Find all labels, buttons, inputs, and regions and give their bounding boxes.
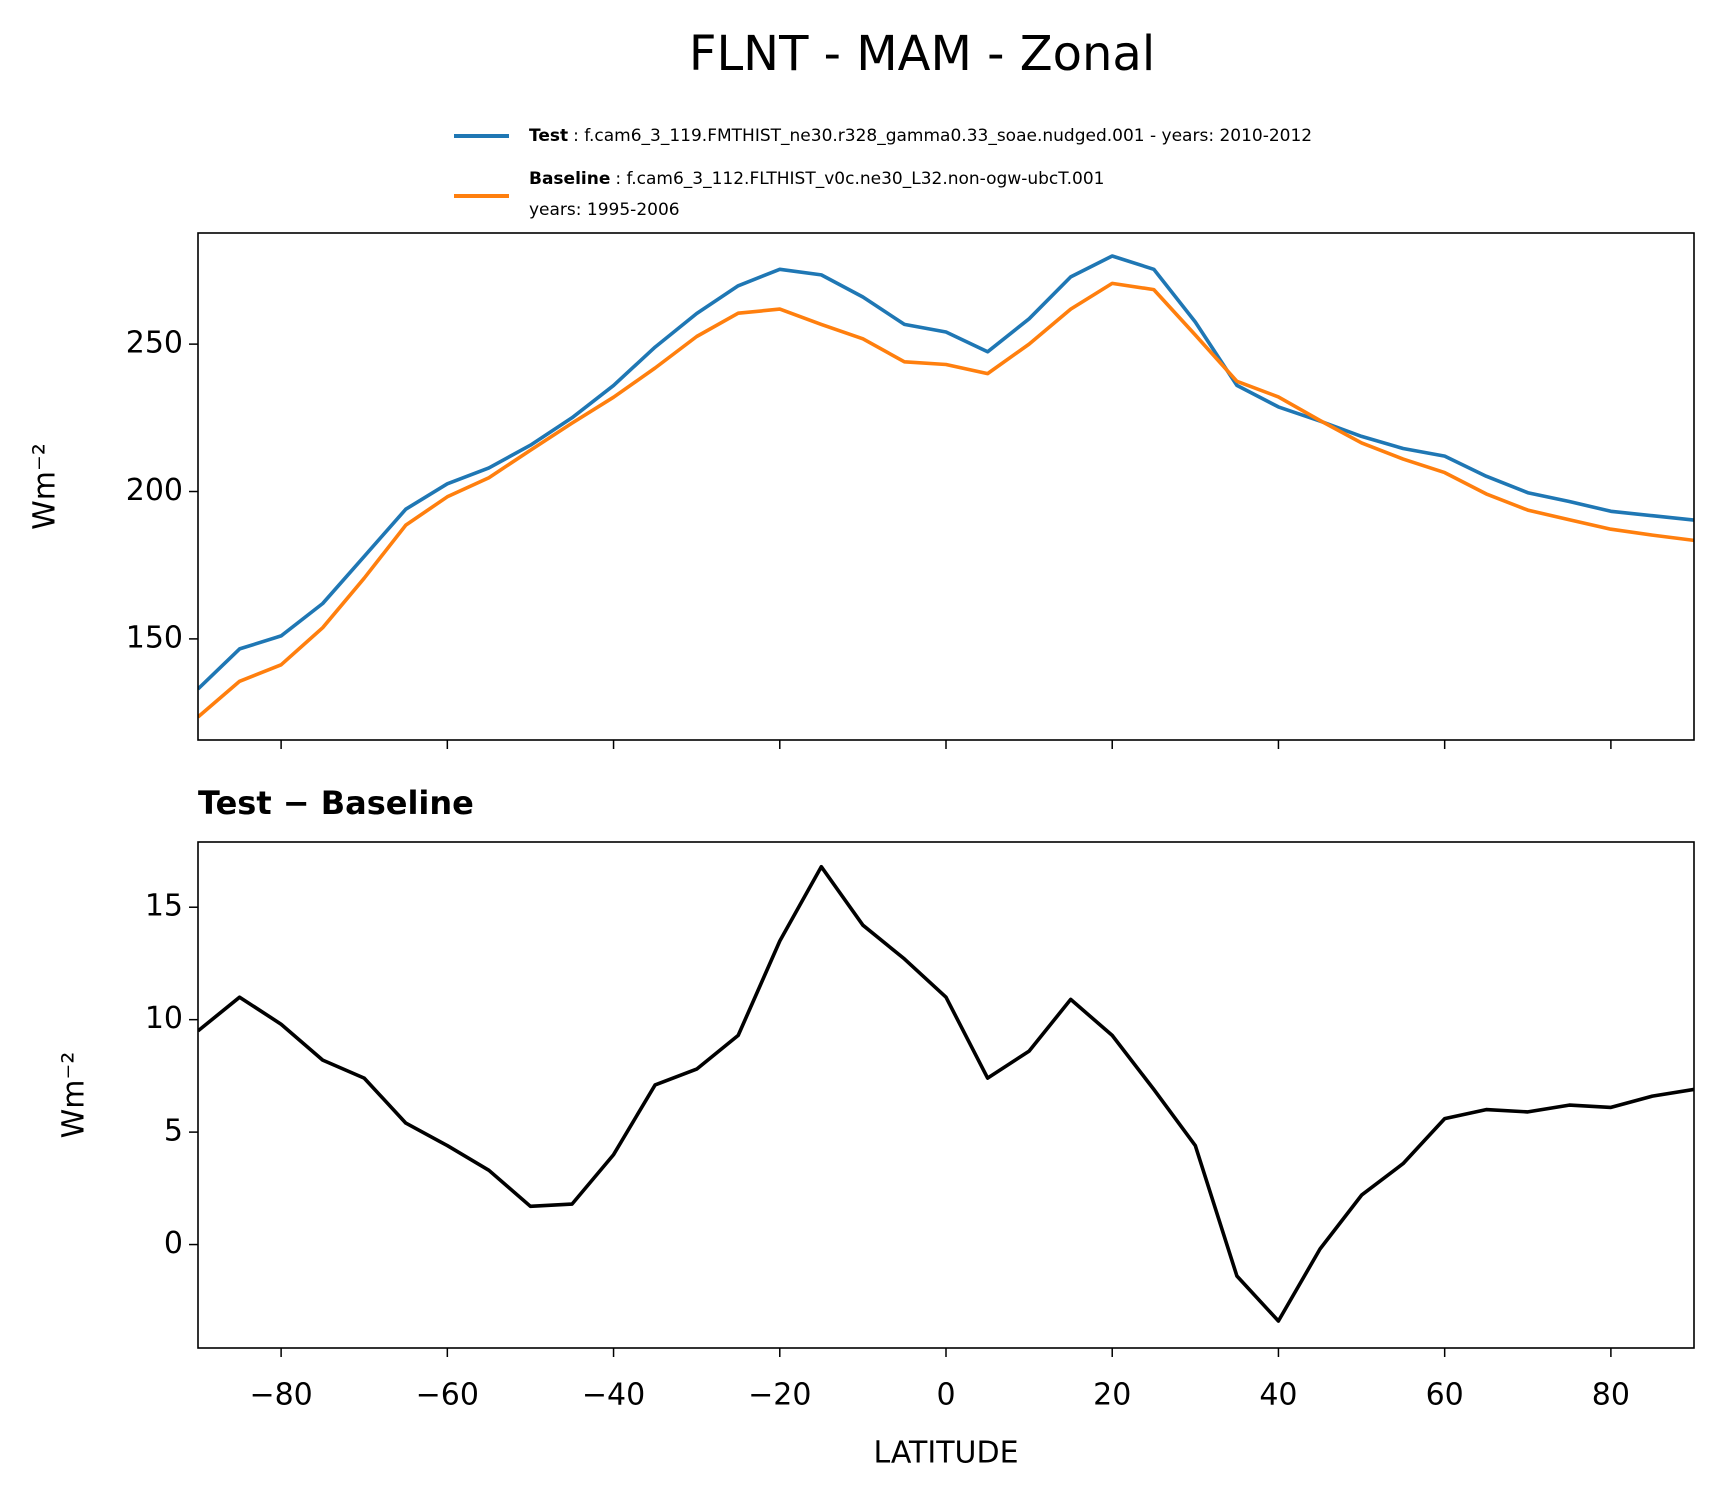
x-tick-label: 80 [1592, 1378, 1630, 1413]
y-tick-label: 15 [145, 889, 183, 924]
legend-entry: Baseline: f.cam6_3_112.FLTHIST_v0c.ne30_… [529, 169, 1105, 189]
series-line [198, 864, 1694, 1323]
legend-name: Test [529, 126, 568, 146]
legend-text: : f.cam6_3_112.FLTHIST_v0c.ne30_L32.non-… [615, 169, 1104, 189]
y-tick-label: 5 [164, 1114, 183, 1149]
x-tick-label: −80 [249, 1378, 312, 1413]
x-tick-label: 60 [1426, 1378, 1464, 1413]
y-tick-label: 0 [164, 1226, 183, 1261]
legend-text: years: 1995-2006 [529, 200, 680, 220]
legend-text: : f.cam6_3_119.FMTHIST_ne30.r328_gamma0.… [573, 126, 1312, 146]
legend-entry: Test: f.cam6_3_119.FMTHIST_ne30.r328_gam… [529, 126, 1312, 146]
x-tick-label: −20 [748, 1378, 811, 1413]
axes-frame [197, 841, 1695, 1349]
x-tick-label: −40 [582, 1378, 645, 1413]
chart-title: FLNT - MAM - Zonal [689, 26, 1155, 82]
y-axis-label: Wm⁻² [28, 443, 63, 530]
x-axis-label: LATITUDE [873, 1436, 1018, 1471]
y-tick-label: 200 [126, 473, 183, 508]
y-axis-label: Wm⁻² [57, 1052, 92, 1139]
subplot-title: Test − Baseline [198, 784, 474, 822]
axes-frame [197, 232, 1695, 741]
x-tick-label: 40 [1259, 1378, 1297, 1413]
legend-name: Baseline [529, 169, 610, 189]
y-tick-label: 150 [126, 620, 183, 655]
y-tick-label: 10 [145, 1001, 183, 1036]
x-tick-label: 20 [1093, 1378, 1131, 1413]
series-line [198, 281, 1694, 719]
x-tick-label: 0 [936, 1378, 955, 1413]
y-tick-label: 250 [126, 326, 183, 361]
x-tick-label: −60 [416, 1378, 479, 1413]
series-line [198, 254, 1694, 691]
